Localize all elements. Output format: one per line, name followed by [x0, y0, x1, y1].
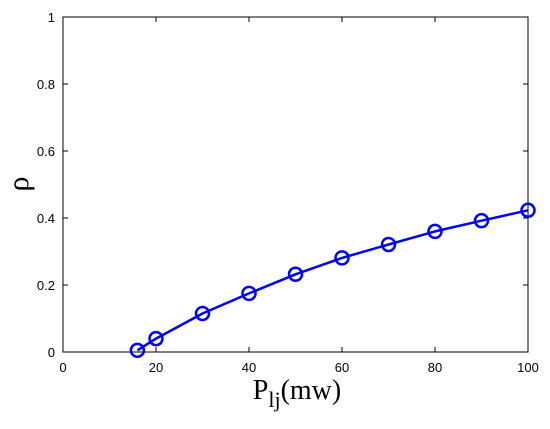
- data-point: [129, 342, 146, 359]
- data-point: [427, 223, 443, 240]
- y-tick-label: 0: [48, 345, 55, 360]
- series-line: [136, 209, 529, 352]
- x-tick-label: 100: [517, 360, 539, 375]
- data-point: [334, 250, 350, 266]
- x-tick-label: 20: [149, 360, 163, 375]
- x-tick-label: 0: [59, 360, 66, 375]
- data-point: [241, 285, 257, 302]
- y-axis-label: ρ: [2, 177, 35, 192]
- y-tick-labels: 0 0.2 0.4 0.6 0.8 1: [37, 10, 55, 360]
- series-layer: [129, 202, 536, 359]
- data-point: [473, 212, 490, 229]
- y-tick-label: 0.6: [37, 144, 55, 159]
- data-point: [148, 330, 164, 347]
- x-axis-label: Plj(mw): [253, 375, 341, 412]
- y-tick-label: 0.4: [37, 211, 55, 226]
- x-axis-label-suffix: (mw): [281, 375, 342, 406]
- x-tick-label: 80: [428, 360, 442, 375]
- y-tick-label: 0.8: [37, 77, 55, 92]
- data-point: [194, 305, 211, 322]
- x-tick-label: 40: [242, 360, 256, 375]
- x-tick-label: 60: [335, 360, 349, 375]
- data-point: [380, 236, 397, 253]
- y-tick-label: 1: [48, 10, 55, 25]
- x-axis-label-main: P: [253, 375, 269, 406]
- data-point: [520, 202, 536, 219]
- y-tick-label: 0.2: [37, 278, 55, 293]
- axis-ticks: [62, 16, 529, 353]
- data-point: [287, 266, 304, 283]
- x-axis-label-subscript: lj: [268, 387, 280, 412]
- x-tick-labels: 0 20 40 60 80 100: [59, 360, 538, 375]
- plot-area: [62, 16, 529, 353]
